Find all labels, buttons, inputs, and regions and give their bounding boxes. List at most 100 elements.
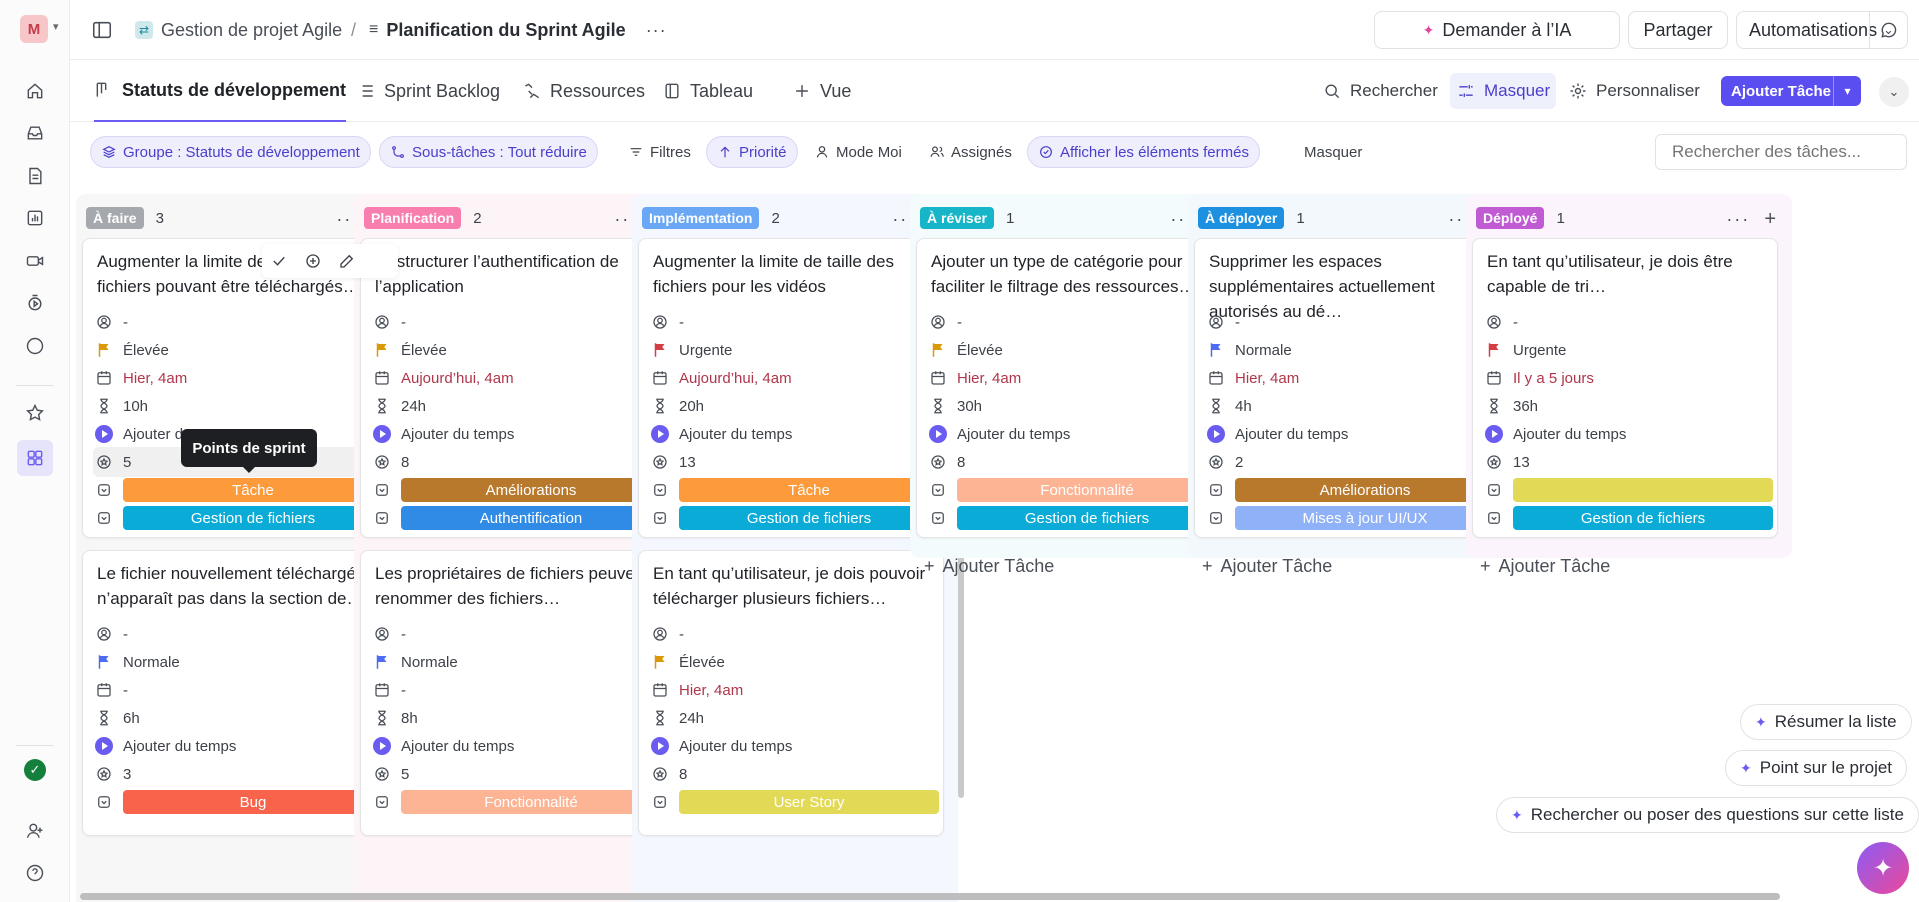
category-tag[interactable]: Gestion de fichiers bbox=[1513, 506, 1773, 530]
project-update-button[interactable]: ✦ Point sur le projet bbox=[1725, 750, 1908, 786]
category-field[interactable]: Gestion de fichiers bbox=[649, 503, 939, 533]
type-field[interactable]: Tâche bbox=[93, 475, 383, 505]
hide-button[interactable]: Masquer bbox=[1450, 73, 1557, 109]
time-estimate-field[interactable]: 24h bbox=[371, 391, 661, 421]
track-time-field[interactable]: Ajouter du temps bbox=[649, 419, 939, 449]
type-tag[interactable] bbox=[1513, 478, 1773, 502]
status-tag[interactable]: À faire bbox=[86, 207, 144, 229]
category-field[interactable]: Authentification bbox=[371, 503, 661, 533]
show-closed-pill[interactable]: Afficher les éléments fermés bbox=[1027, 136, 1260, 168]
add-subtask-icon[interactable] bbox=[304, 252, 322, 270]
task-title[interactable]: En tant qu’utilisateur, je dois pouvoir … bbox=[653, 564, 926, 608]
priority-field[interactable]: Urgente bbox=[649, 335, 939, 365]
due-date-field[interactable]: Aujourd’hui, 4am bbox=[371, 363, 661, 393]
due-date-field[interactable]: Hier, 4am bbox=[1205, 363, 1495, 393]
more-horizontal-icon[interactable]: ··· bbox=[1726, 209, 1751, 229]
priority-field[interactable]: Élevée bbox=[93, 335, 383, 365]
ask-list-button[interactable]: ✦ Rechercher ou poser des questions sur … bbox=[1496, 797, 1919, 833]
assignee-field[interactable]: - bbox=[927, 307, 1217, 337]
more-horizontal-icon[interactable]: ··· bbox=[1170, 209, 1195, 229]
time-estimate-field[interactable]: 6h bbox=[93, 703, 383, 733]
page-more-icon[interactable]: ··· bbox=[645, 19, 667, 40]
group-by-pill[interactable]: Groupe : Statuts de développement bbox=[90, 136, 371, 168]
type-tag[interactable]: User Story bbox=[679, 790, 939, 814]
category-tag[interactable]: Gestion de fichiers bbox=[957, 506, 1217, 530]
me-mode-button[interactable]: Mode Moi bbox=[804, 136, 912, 168]
more-horizontal-icon[interactable]: ··· bbox=[892, 209, 917, 229]
column-actions[interactable]: ··· + bbox=[1726, 208, 1778, 231]
due-date-field[interactable]: - bbox=[93, 675, 383, 705]
collapse-chevron-icon[interactable]: ⌄ bbox=[1879, 77, 1909, 107]
assignee-field[interactable]: - bbox=[93, 307, 383, 337]
due-date-field[interactable]: Il y a 5 jours bbox=[1483, 363, 1773, 393]
play-icon[interactable] bbox=[93, 735, 115, 757]
sprint-points-field[interactable]: 13 bbox=[649, 447, 939, 477]
video-icon[interactable] bbox=[22, 248, 48, 274]
time-estimate-field[interactable]: 8h bbox=[371, 703, 661, 733]
type-field[interactable]: Tâche bbox=[649, 475, 939, 505]
priority-field[interactable]: Élevée bbox=[649, 647, 939, 677]
priority-field[interactable]: Normale bbox=[93, 647, 383, 677]
time-estimate-field[interactable]: 20h bbox=[649, 391, 939, 421]
ai-assistant-fab[interactable]: ✦ bbox=[1857, 842, 1909, 894]
status-tag[interactable]: Déployé bbox=[1476, 207, 1545, 229]
summarize-list-button[interactable]: ✦ Résumer la liste bbox=[1740, 704, 1912, 740]
task-title[interactable]: Restructurer l’authentification de l’app… bbox=[375, 252, 619, 296]
task-card[interactable]: Augmenter la limite de taille des fichie… bbox=[82, 238, 388, 538]
priority-field[interactable]: Élevée bbox=[371, 335, 661, 365]
type-tag[interactable]: Bug bbox=[123, 790, 383, 814]
category-tag[interactable]: Mises à jour UI/UX bbox=[1235, 506, 1495, 530]
add-task-button[interactable]: + Ajouter Tâche bbox=[1480, 556, 1610, 577]
sprint-points-field[interactable]: 5 bbox=[371, 759, 661, 789]
type-field[interactable]: Améliorations bbox=[371, 475, 661, 505]
due-date-field[interactable]: Hier, 4am bbox=[927, 363, 1217, 393]
track-time-field[interactable]: Ajouter du temps bbox=[1205, 419, 1495, 449]
time-estimate-field[interactable]: 10h bbox=[93, 391, 383, 421]
more-horizontal-icon[interactable]: ··· bbox=[336, 209, 361, 229]
share-button[interactable]: Partager bbox=[1628, 11, 1728, 49]
sprint-points-field[interactable]: 2 bbox=[1205, 447, 1495, 477]
chevron-down-icon[interactable]: ▾ bbox=[1833, 76, 1861, 106]
task-title[interactable]: Supprimer les espaces supplémentaires ac… bbox=[1209, 252, 1435, 321]
add-view-button[interactable]: Vue bbox=[792, 60, 851, 122]
hide-filter-button[interactable]: Masquer bbox=[1294, 136, 1373, 168]
type-tag[interactable]: Améliorations bbox=[1235, 478, 1495, 502]
type-tag[interactable]: Fonctionnalité bbox=[957, 478, 1217, 502]
type-field[interactable]: User Story bbox=[649, 787, 939, 817]
chevron-down-icon[interactable]: ⌄ bbox=[1869, 12, 1907, 48]
category-field[interactable]: Gestion de fichiers bbox=[927, 503, 1217, 533]
task-title[interactable]: Ajouter un type de catégorie pour facili… bbox=[931, 252, 1196, 296]
chat-icon[interactable] bbox=[1879, 0, 1899, 60]
sprint-points-field[interactable]: 8 bbox=[927, 447, 1217, 477]
dashboard-icon[interactable] bbox=[22, 205, 48, 231]
play-icon[interactable] bbox=[649, 423, 671, 445]
tab-table[interactable]: Tableau bbox=[662, 60, 753, 122]
due-date-field[interactable]: - bbox=[371, 675, 661, 705]
more-horizontal-icon[interactable] bbox=[372, 252, 390, 270]
status-tag[interactable]: À déployer bbox=[1198, 207, 1285, 229]
type-tag[interactable]: Améliorations bbox=[401, 478, 661, 502]
invite-user-icon[interactable] bbox=[22, 818, 48, 844]
priority-field[interactable]: Élevée bbox=[927, 335, 1217, 365]
category-tag[interactable]: Gestion de fichiers bbox=[679, 506, 939, 530]
play-icon[interactable] bbox=[649, 735, 671, 757]
track-time-field[interactable]: Ajouter du temps bbox=[371, 419, 661, 449]
play-icon[interactable] bbox=[93, 423, 115, 445]
customize-button[interactable]: Personnaliser bbox=[1568, 60, 1700, 122]
play-icon[interactable] bbox=[927, 423, 949, 445]
edit-pencil-icon[interactable] bbox=[338, 252, 356, 270]
assignee-field[interactable]: - bbox=[93, 619, 383, 649]
favorites-star-icon[interactable] bbox=[22, 400, 48, 426]
task-card[interactable]: Augmenter la limite de taille des fichie… bbox=[638, 238, 944, 538]
inbox-icon[interactable] bbox=[22, 120, 48, 146]
task-card[interactable]: En tant qu’utilisateur, je dois être cap… bbox=[1472, 238, 1778, 538]
home-icon[interactable] bbox=[22, 78, 48, 104]
type-field[interactable]: Améliorations bbox=[1205, 475, 1495, 505]
category-field[interactable]: Gestion de fichiers bbox=[1483, 503, 1773, 533]
category-field[interactable]: Gestion de fichiers bbox=[93, 503, 383, 533]
automations-button[interactable]: Automatisations ⌄ bbox=[1736, 11, 1908, 49]
priority-field[interactable]: Urgente bbox=[1483, 335, 1773, 365]
time-estimate-field[interactable]: 30h bbox=[927, 391, 1217, 421]
assignee-field[interactable]: - bbox=[371, 619, 661, 649]
sidebar-toggle-icon[interactable] bbox=[91, 0, 113, 60]
